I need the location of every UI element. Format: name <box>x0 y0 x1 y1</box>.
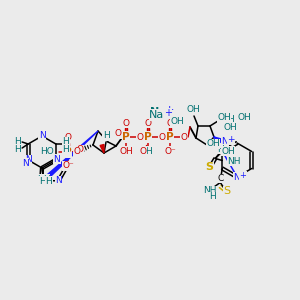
Text: H: H <box>103 131 110 140</box>
Text: C: C <box>217 174 224 183</box>
Text: O: O <box>115 130 122 139</box>
Text: O: O <box>74 148 80 157</box>
Text: OH: OH <box>186 106 200 115</box>
Text: S: S <box>224 187 231 196</box>
Text: O: O <box>76 146 83 154</box>
Text: +: + <box>164 105 174 115</box>
Text: N: N <box>39 176 46 185</box>
Text: +: + <box>164 108 172 118</box>
Polygon shape <box>41 131 98 183</box>
Text: OH: OH <box>170 116 184 125</box>
Text: H: H <box>39 176 45 185</box>
Text: O: O <box>181 133 188 142</box>
Text: O: O <box>122 118 130 127</box>
Text: P: P <box>144 132 152 142</box>
Text: +: + <box>240 172 246 181</box>
Text: +: + <box>227 136 235 145</box>
Text: Na: Na <box>150 107 166 117</box>
Text: P: P <box>122 132 130 142</box>
Text: O⁻: O⁻ <box>164 146 176 155</box>
Text: H: H <box>145 146 152 155</box>
Text: NH: NH <box>203 186 217 195</box>
Text: HO: HO <box>40 146 54 155</box>
Text: O: O <box>167 118 173 127</box>
Polygon shape <box>214 137 223 142</box>
Text: N: N <box>55 176 62 185</box>
Text: OH: OH <box>119 146 133 155</box>
Text: H: H <box>103 131 110 140</box>
Text: P: P <box>166 132 174 142</box>
Text: H: H <box>37 175 44 184</box>
Text: OH: OH <box>224 124 238 133</box>
Text: OH: OH <box>217 113 231 122</box>
Text: P: P <box>64 147 72 157</box>
Text: N: N <box>222 137 228 146</box>
Polygon shape <box>100 145 104 153</box>
Text: N: N <box>22 158 28 167</box>
Text: NH: NH <box>227 157 241 166</box>
Text: OH: OH <box>237 113 251 122</box>
Text: H: H <box>62 137 69 146</box>
Text: H: H <box>43 175 50 184</box>
Text: OH: OH <box>206 140 220 148</box>
Text: O⁻: O⁻ <box>62 161 74 170</box>
Text: O: O <box>140 146 146 155</box>
Text: N: N <box>39 131 45 140</box>
Text: H: H <box>209 192 216 201</box>
Text: Na: Na <box>149 110 165 120</box>
Text: O: O <box>136 133 143 142</box>
Text: S: S <box>205 163 213 172</box>
Text: H: H <box>217 145 224 154</box>
Text: O: O <box>64 134 71 142</box>
Text: OH: OH <box>221 146 235 155</box>
Text: O: O <box>158 133 166 142</box>
Text: H: H <box>46 176 52 185</box>
Text: N: N <box>53 154 60 164</box>
Text: O: O <box>145 118 152 127</box>
Text: H: H <box>14 146 20 154</box>
Text: OH: OH <box>222 116 236 124</box>
Text: N: N <box>234 172 240 182</box>
Text: H: H <box>14 137 20 146</box>
Text: N: N <box>25 155 32 164</box>
Text: H: H <box>62 146 69 154</box>
